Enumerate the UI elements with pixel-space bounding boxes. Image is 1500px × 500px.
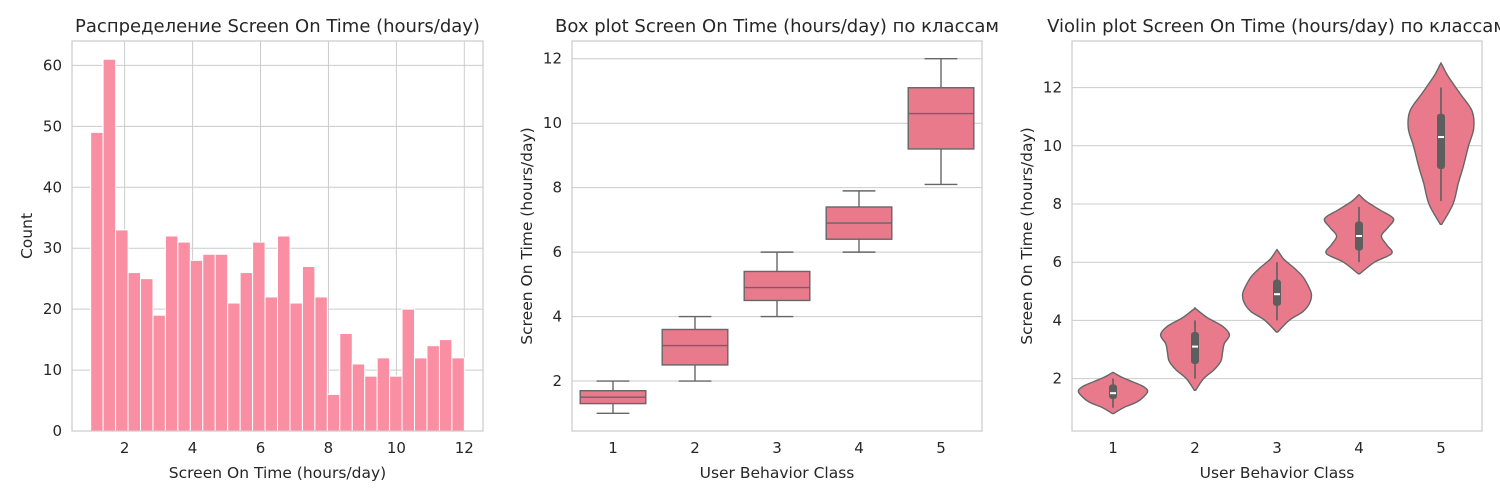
violin-ytick-label: 10	[1043, 137, 1062, 155]
violin-xtick-label: 1	[1108, 439, 1118, 457]
violin-title: Violin plot Screen On Time (hours/day) п…	[1047, 16, 1500, 37]
histogram-bar	[252, 241, 266, 432]
histogram-bar	[102, 58, 117, 432]
histogram-bar	[389, 375, 403, 432]
boxplot-ylabel: Screen On Time (hours/day)	[518, 127, 536, 344]
histogram-bar	[301, 265, 316, 432]
histogram-bar	[202, 253, 216, 432]
histogram-ytick-label: 60	[43, 56, 62, 74]
histogram-bar	[115, 229, 129, 432]
histogram-bar	[438, 339, 453, 432]
violin-xtick-label: 5	[1436, 439, 1446, 457]
violin-iqr-box	[1191, 332, 1199, 365]
histogram-ylabel: Count	[18, 213, 36, 259]
boxplot-ytick-label: 10	[543, 114, 562, 132]
histogram-bar	[164, 235, 179, 432]
histogram-xtick-label: 6	[256, 439, 266, 457]
histogram-xtick-label: 12	[455, 439, 474, 457]
violin-xtick-label: 2	[1190, 439, 1200, 457]
boxplot-ytick-label: 4	[552, 308, 562, 326]
histogram-ytick-label: 10	[43, 361, 62, 379]
histogram-bar	[401, 308, 416, 432]
histogram-ytick-label: 40	[43, 178, 62, 196]
boxplot-ytick-label: 6	[552, 243, 562, 261]
histogram-bar	[326, 393, 341, 432]
violin-xlabel: User Behavior Class	[1200, 464, 1355, 482]
boxplot-xtick-label: 5	[936, 439, 946, 457]
histogram-bar	[90, 131, 104, 432]
boxplot-frame	[571, 40, 983, 432]
histogram-bar	[189, 259, 204, 432]
violin-iqr-box	[1109, 384, 1117, 399]
histogram-bar	[376, 357, 391, 432]
histogram-bar	[314, 296, 328, 432]
histogram-bar	[289, 302, 303, 432]
histogram-xtick-label: 4	[188, 439, 198, 457]
boxplot-box	[907, 87, 975, 150]
violin-iqr-box	[1437, 113, 1445, 170]
histogram-bar	[177, 241, 191, 432]
histogram-ytick-label: 20	[43, 300, 62, 318]
histogram-xtick-label: 10	[387, 439, 406, 457]
histogram-bar	[451, 357, 465, 432]
histogram-bar	[140, 278, 154, 432]
histogram-bar	[426, 345, 440, 432]
violin-ytick-label: 2	[1052, 370, 1062, 388]
histogram-ytick-label: 0	[52, 422, 62, 440]
boxplot-xlabel: User Behavior Class	[700, 464, 855, 482]
histogram-bar	[152, 314, 166, 432]
histogram-bar	[414, 357, 428, 432]
boxplot-xtick-label: 3	[772, 439, 782, 457]
histogram-bar	[364, 375, 378, 432]
violin-xtick-label: 3	[1272, 439, 1282, 457]
boxplot-ytick-label: 8	[552, 179, 562, 197]
violin-xtick-label: 4	[1354, 439, 1364, 457]
boxplot-ytick-label: 12	[543, 50, 562, 68]
histogram-bar	[127, 272, 142, 432]
histogram-ytick-label: 50	[43, 117, 62, 135]
histogram-title: Распределение Screen On Time (hours/day)	[75, 16, 480, 37]
histogram-panel: 2 4 6 8 10 12 0 10 20 30 40 50 60 Распределение Scre…	[18, 16, 484, 482]
histogram-xlabel: Screen On Time (hours/day)	[169, 464, 386, 482]
violin-ytick-label: 12	[1043, 79, 1062, 97]
histogram-xtick-label: 8	[324, 439, 334, 457]
boxplot-xtick-label: 2	[690, 439, 700, 457]
violin-ytick-label: 4	[1052, 311, 1062, 329]
histogram-bar	[277, 235, 291, 432]
histogram-frame	[71, 40, 484, 432]
histogram-ytick-label: 30	[43, 239, 62, 257]
boxplot-xtick-label: 1	[608, 439, 618, 457]
histogram-bar	[227, 302, 241, 432]
violin-ytick-label: 8	[1052, 195, 1062, 213]
boxplot-box	[661, 328, 729, 366]
histogram-bar	[264, 296, 279, 432]
boxplot-box	[743, 270, 811, 302]
histogram-bar	[214, 253, 229, 432]
violin-ytick-label: 6	[1052, 253, 1062, 271]
boxplot-title: Box plot Screen On Time (hours/day) по к…	[555, 16, 999, 37]
violin-frame	[1071, 40, 1483, 432]
violin-ylabel: Screen On Time (hours/day)	[1018, 127, 1036, 344]
histogram-xtick-label: 2	[120, 439, 130, 457]
boxplot-xtick-label: 4	[854, 439, 864, 457]
violin-iqr-box	[1273, 279, 1281, 306]
histogram-bar	[239, 272, 254, 432]
histogram-bar	[351, 363, 366, 432]
boxplot-ytick-label: 2	[552, 372, 562, 390]
histogram-bar	[339, 333, 353, 432]
